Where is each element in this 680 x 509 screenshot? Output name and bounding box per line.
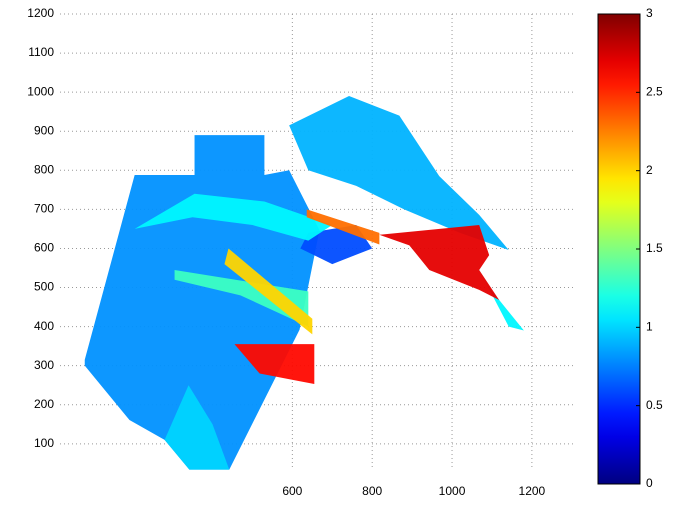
y-tick-label: 1000 <box>27 84 54 98</box>
colorbar-tick-label: 2 <box>646 163 653 177</box>
heat-region <box>479 270 524 331</box>
y-tick-label: 600 <box>34 241 54 255</box>
colorbar-tick-label: 0.5 <box>646 398 663 412</box>
x-tick-label: 1200 <box>519 484 546 498</box>
colorbar-tick-label: 0 <box>646 476 653 490</box>
y-tick-label: 200 <box>34 397 54 411</box>
colorbar-tick-label: 2.5 <box>646 85 663 99</box>
colorbar-tick-label: 1 <box>646 320 653 334</box>
colorbar <box>598 14 640 484</box>
y-tick-label: 500 <box>34 280 54 294</box>
image <box>85 96 524 470</box>
x-tick-label: 1000 <box>439 484 466 498</box>
y-tick-label: 1200 <box>27 6 54 20</box>
y-tick-label: 400 <box>34 319 54 333</box>
x-tick-label: 800 <box>362 484 382 498</box>
chart: 600 800 1000 1200 100 200 300 400 500 600 700 800 90… <box>0 0 680 509</box>
colorbar-tick-label: 1.5 <box>646 241 663 255</box>
x-tick-label: 600 <box>282 484 302 498</box>
y-tick-label: 800 <box>34 162 54 176</box>
y-tick-label: 700 <box>34 202 54 216</box>
colorbar-tick-label: 3 <box>646 6 653 20</box>
y-tick-label: 1100 <box>28 45 54 59</box>
y-tick-label: 100 <box>34 436 54 450</box>
y-tick-label: 300 <box>34 358 54 372</box>
y-tick-label: 900 <box>34 123 54 137</box>
heat-region <box>379 225 499 300</box>
